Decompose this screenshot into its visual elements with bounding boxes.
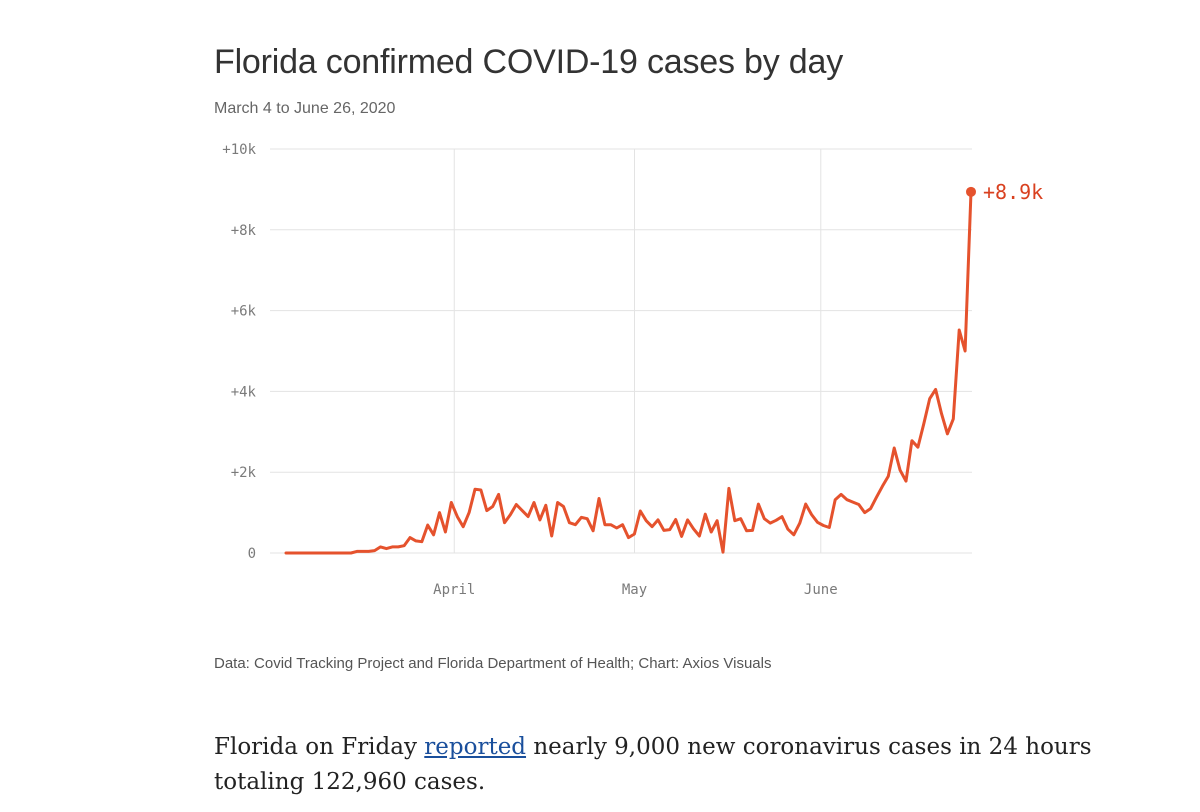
y-tick-label: 0 [248,546,256,562]
x-gridlines [453,149,822,553]
chart-title: Florida confirmed COVID-19 cases by day [214,43,844,81]
article-text-end: nearly 9,000 new coronavirus cases in 24… [214,734,1092,795]
y-axis-labels: 0 +2k +4k +6k +8k +10k [222,142,256,562]
y-tick-label: +6k [231,304,257,320]
y-tick-label: +10k [222,142,256,158]
last-value-point [966,186,976,197]
series-line-cases [284,190,973,555]
y-tick-label: +2k [231,465,257,481]
y-gridlines [270,148,972,554]
x-tick-label: May [622,582,647,598]
chart-subtitle: March 4 to June 26, 2020 [214,100,396,117]
reported-link[interactable]: reported [424,734,527,760]
x-tick-label: April [433,582,475,598]
x-axis-labels: April May June [433,582,837,598]
y-tick-label: +4k [231,384,257,400]
article-text-start: Florida on Friday [214,734,425,760]
last-value-label: +8.9k [983,180,1043,204]
line-chart: 0 +2k +4k +6k +8k +10k April May June +8.9k [222,142,1043,598]
chart-source: Data: Covid Tracking Project and Florida… [214,655,772,672]
article-paragraph: Florida on Friday reported nearly 9,000 … [214,730,1094,800]
x-tick-label: June [804,582,838,598]
y-tick-label: +8k [231,223,257,239]
